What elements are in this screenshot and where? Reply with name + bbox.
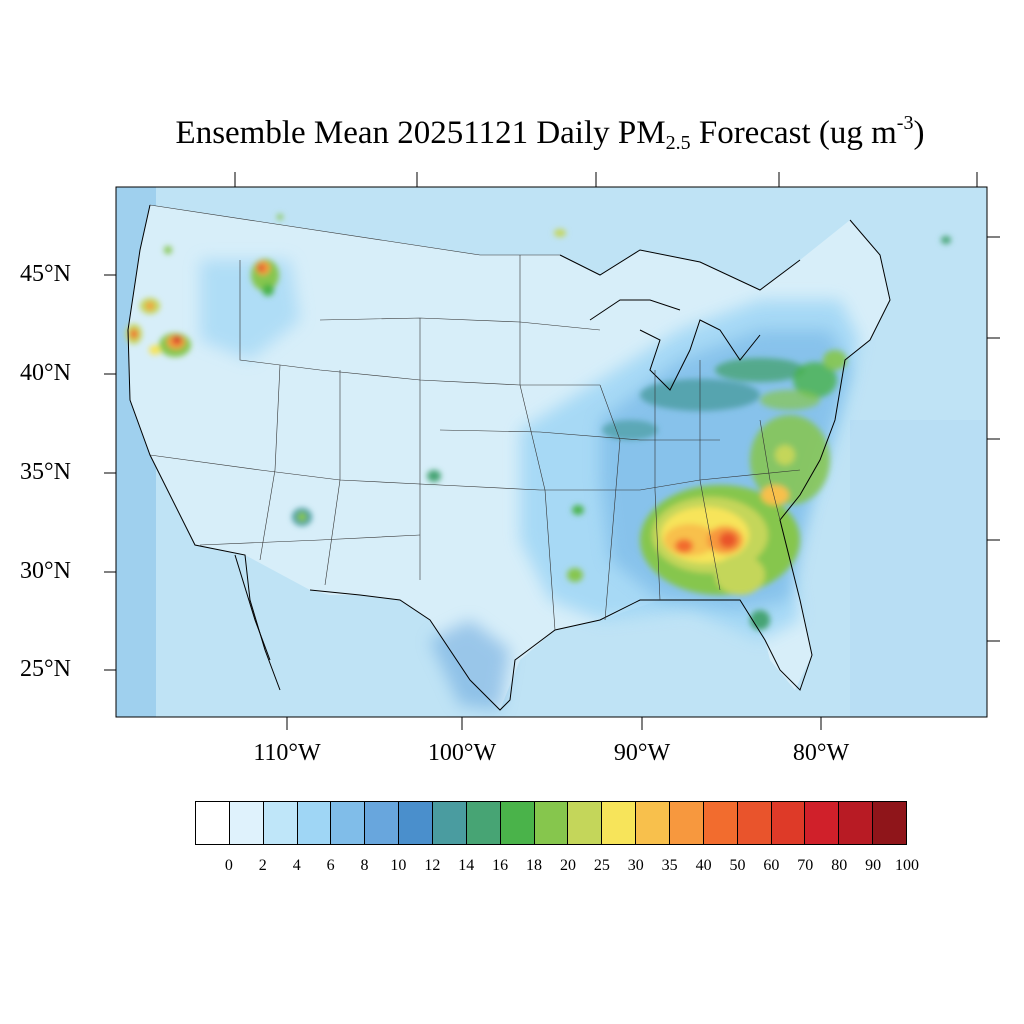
colorbar-swatch bbox=[433, 802, 467, 844]
colorbar-label: 30 bbox=[627, 857, 644, 874]
colorbar-label: 10 bbox=[390, 857, 407, 874]
colorbar-swatch bbox=[839, 802, 874, 844]
colorbar-swatch bbox=[670, 802, 704, 844]
lat-label-40n: 40°N bbox=[20, 360, 71, 386]
lat-label-30n: 30°N bbox=[20, 558, 71, 584]
colorbar-label: 14 bbox=[458, 857, 475, 874]
colorbar-label: 90 bbox=[865, 857, 882, 874]
title-text-close: ) bbox=[913, 115, 925, 151]
colorbar-label: 25 bbox=[593, 857, 610, 874]
colorbar-swatch bbox=[737, 802, 772, 844]
colorbar-swatch bbox=[703, 802, 738, 844]
colorbar-swatch bbox=[229, 802, 264, 844]
colorbar-swatch bbox=[805, 802, 840, 844]
title-superscript: -3 bbox=[896, 112, 914, 134]
colorbar-label: 2 bbox=[258, 857, 267, 874]
colorbar-swatch bbox=[636, 802, 671, 844]
lat-label-45n: 45°N bbox=[20, 261, 71, 287]
colorbar-swatch bbox=[466, 802, 501, 844]
colorbar-swatch bbox=[568, 802, 603, 844]
colorbar bbox=[195, 801, 907, 845]
colorbar-swatch bbox=[534, 802, 569, 844]
colorbar-label: 18 bbox=[526, 857, 543, 874]
colorbar-swatch bbox=[399, 802, 434, 844]
map-title: Ensemble Mean 20251121 Daily PM2.5 Forec… bbox=[0, 112, 1024, 155]
map-field bbox=[116, 187, 987, 717]
colorbar-label: 60 bbox=[763, 857, 780, 874]
axis-ticks bbox=[104, 172, 1000, 730]
colorbar-label: 20 bbox=[559, 857, 576, 874]
lat-label-35n: 35°N bbox=[20, 459, 71, 485]
colorbar-label: 100 bbox=[895, 857, 919, 874]
southeast-plume bbox=[567, 415, 830, 630]
map-frame bbox=[115, 186, 988, 718]
lon-label-100w: 100°W bbox=[427, 740, 497, 766]
lon-label-110w: 110°W bbox=[253, 740, 321, 766]
title-subscript: 2.5 bbox=[665, 132, 691, 154]
colorbar-label: 35 bbox=[661, 857, 678, 874]
colorbar-swatch bbox=[771, 802, 806, 844]
colorbar-swatch bbox=[500, 802, 535, 844]
colorbar-labels: 0 2 4 6 8 10 12 14 16 18 20 25 30 35 40 50 60 70 80 90 100 bbox=[0, 857, 1024, 881]
colorbar-swatch bbox=[196, 802, 230, 844]
west-hotspots bbox=[126, 214, 951, 526]
lon-label-80w: 80°W bbox=[792, 740, 850, 766]
colorbar-label: 8 bbox=[360, 857, 369, 874]
lat-label-25n: 25°N bbox=[20, 656, 71, 682]
colorbar-label: 40 bbox=[695, 857, 712, 874]
colorbar-label: 50 bbox=[729, 857, 746, 874]
colorbar-label: 6 bbox=[326, 857, 335, 874]
title-text-units: Forecast (ug m bbox=[690, 115, 897, 151]
colorbar-label: 4 bbox=[292, 857, 301, 874]
colorbar-label: 0 bbox=[224, 857, 233, 874]
lon-label-90w: 90°W bbox=[613, 740, 671, 766]
colorbar-label: 12 bbox=[424, 857, 441, 874]
coastlines bbox=[127, 204, 891, 711]
colorbar-swatch bbox=[602, 802, 637, 844]
colorbar-swatch bbox=[297, 802, 332, 844]
colorbar-label: 70 bbox=[797, 857, 814, 874]
colorbar-swatch bbox=[331, 802, 366, 844]
colorbar-swatch bbox=[365, 802, 400, 844]
colorbar-label: 80 bbox=[831, 857, 848, 874]
title-text: Ensemble Mean 20251121 Daily PM bbox=[175, 115, 666, 151]
state-borders bbox=[149, 204, 801, 631]
colorbar-swatch bbox=[263, 802, 298, 844]
colorbar-label: 16 bbox=[492, 857, 509, 874]
colorbar-swatch bbox=[873, 802, 907, 844]
